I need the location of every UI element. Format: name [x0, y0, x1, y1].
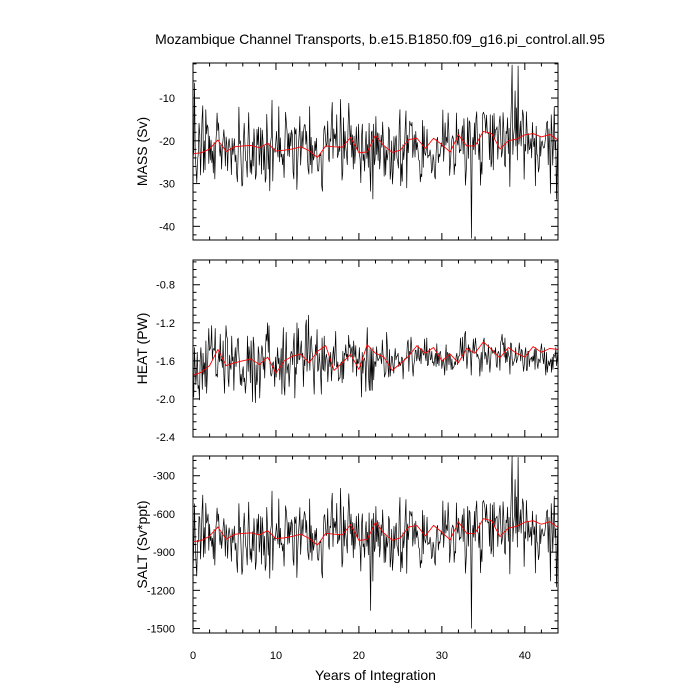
x-tick-label: 30 — [436, 650, 448, 662]
y-tick-label: -900 — [153, 547, 175, 559]
x-tick-label: 20 — [353, 650, 365, 662]
series-line-mean — [193, 518, 558, 546]
y-axis-label: HEAT (PW) — [134, 313, 150, 385]
y-tick-label: -10 — [159, 93, 175, 105]
y-tick-label: -40 — [159, 221, 175, 233]
plot-area — [193, 64, 558, 239]
x-axis-label: Years of Integration — [315, 667, 436, 683]
y-tick-label: -1.6 — [156, 356, 175, 368]
y-tick-label: -2.0 — [156, 394, 175, 406]
y-tick-label: -2.4 — [156, 432, 175, 444]
y-axis-label: SALT (Sv*ppt) — [134, 500, 150, 588]
y-tick-label: -1500 — [147, 624, 175, 636]
panel-2: -300 -600 -900 -1200 -1500 SALT (Sv*ppt) 0 10 20… — [134, 455, 559, 683]
x-tick-label: 10 — [270, 650, 282, 662]
panel-1: -0.8 -1.2 -1.6 -2.0 -2.4 HEAT (PW) — [134, 259, 559, 444]
series-line-annual — [193, 314, 558, 404]
series-line-annual — [193, 456, 558, 629]
y-tick-label: -1200 — [147, 585, 175, 597]
series-line-mean — [193, 130, 558, 158]
y-tick-label: -0.8 — [156, 280, 175, 292]
y-tick-label: -300 — [153, 471, 175, 483]
chart-title: Mozambique Channel Transports, b.e15.B18… — [155, 31, 605, 47]
y-axis-label: MASS (Sv) — [134, 117, 150, 186]
x-tick-label: 0 — [190, 650, 196, 662]
panel-0: -10 -20 -30 -40 MASS (Sv) — [134, 62, 559, 241]
plot-area — [193, 456, 558, 629]
y-tick-label: -30 — [159, 179, 175, 191]
y-tick-label: -1.2 — [156, 318, 175, 330]
series-line-annual — [193, 64, 558, 239]
y-tick-label: -20 — [159, 136, 175, 148]
x-tick-label: 40 — [519, 650, 531, 662]
y-tick-label: -600 — [153, 509, 175, 521]
plot-area — [193, 314, 558, 404]
series-line-mean — [193, 341, 558, 376]
